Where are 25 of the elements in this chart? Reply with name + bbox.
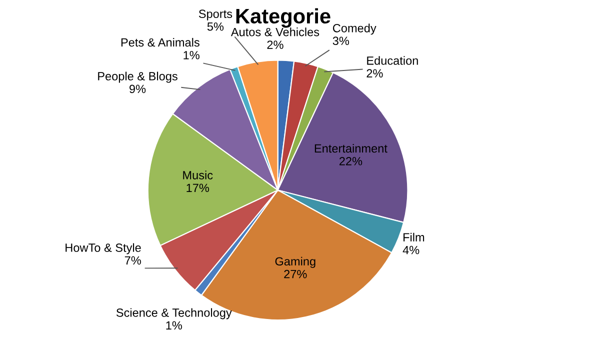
data-label: 1% [166, 321, 182, 330]
data-label: 27% [284, 270, 307, 278]
slice-label: Film [404, 232, 424, 242]
data-label: 7% [124, 256, 141, 265]
data-label: 2% [267, 40, 284, 49]
data-label: 9% [130, 84, 146, 94]
data-label: 22% [339, 156, 362, 166]
data-label: 17% [186, 184, 210, 192]
data-label: 2% [366, 69, 383, 78]
data-label: 1% [184, 51, 200, 60]
slice-label: Science & Technology [116, 308, 232, 320]
slice-label: Entertainment [314, 144, 388, 153]
data-label: 5% [207, 22, 224, 31]
slice-label: Gaming [275, 256, 316, 268]
chart-title: Kategorie [236, 8, 330, 28]
slice-label: Education [367, 56, 418, 65]
slice-label: Sports [198, 10, 232, 20]
slice-label: Comedy [332, 24, 376, 35]
slice-label: Autos & Vehicles [230, 28, 320, 36]
data-label: 4% [402, 246, 420, 254]
slice-label: Music [183, 170, 213, 180]
slice-label: HowTo & Style [66, 243, 141, 254]
slice-label: People & Blogs [98, 72, 178, 83]
slice-label: Pets & Animals [121, 38, 200, 47]
data-label: 3% [332, 36, 350, 46]
